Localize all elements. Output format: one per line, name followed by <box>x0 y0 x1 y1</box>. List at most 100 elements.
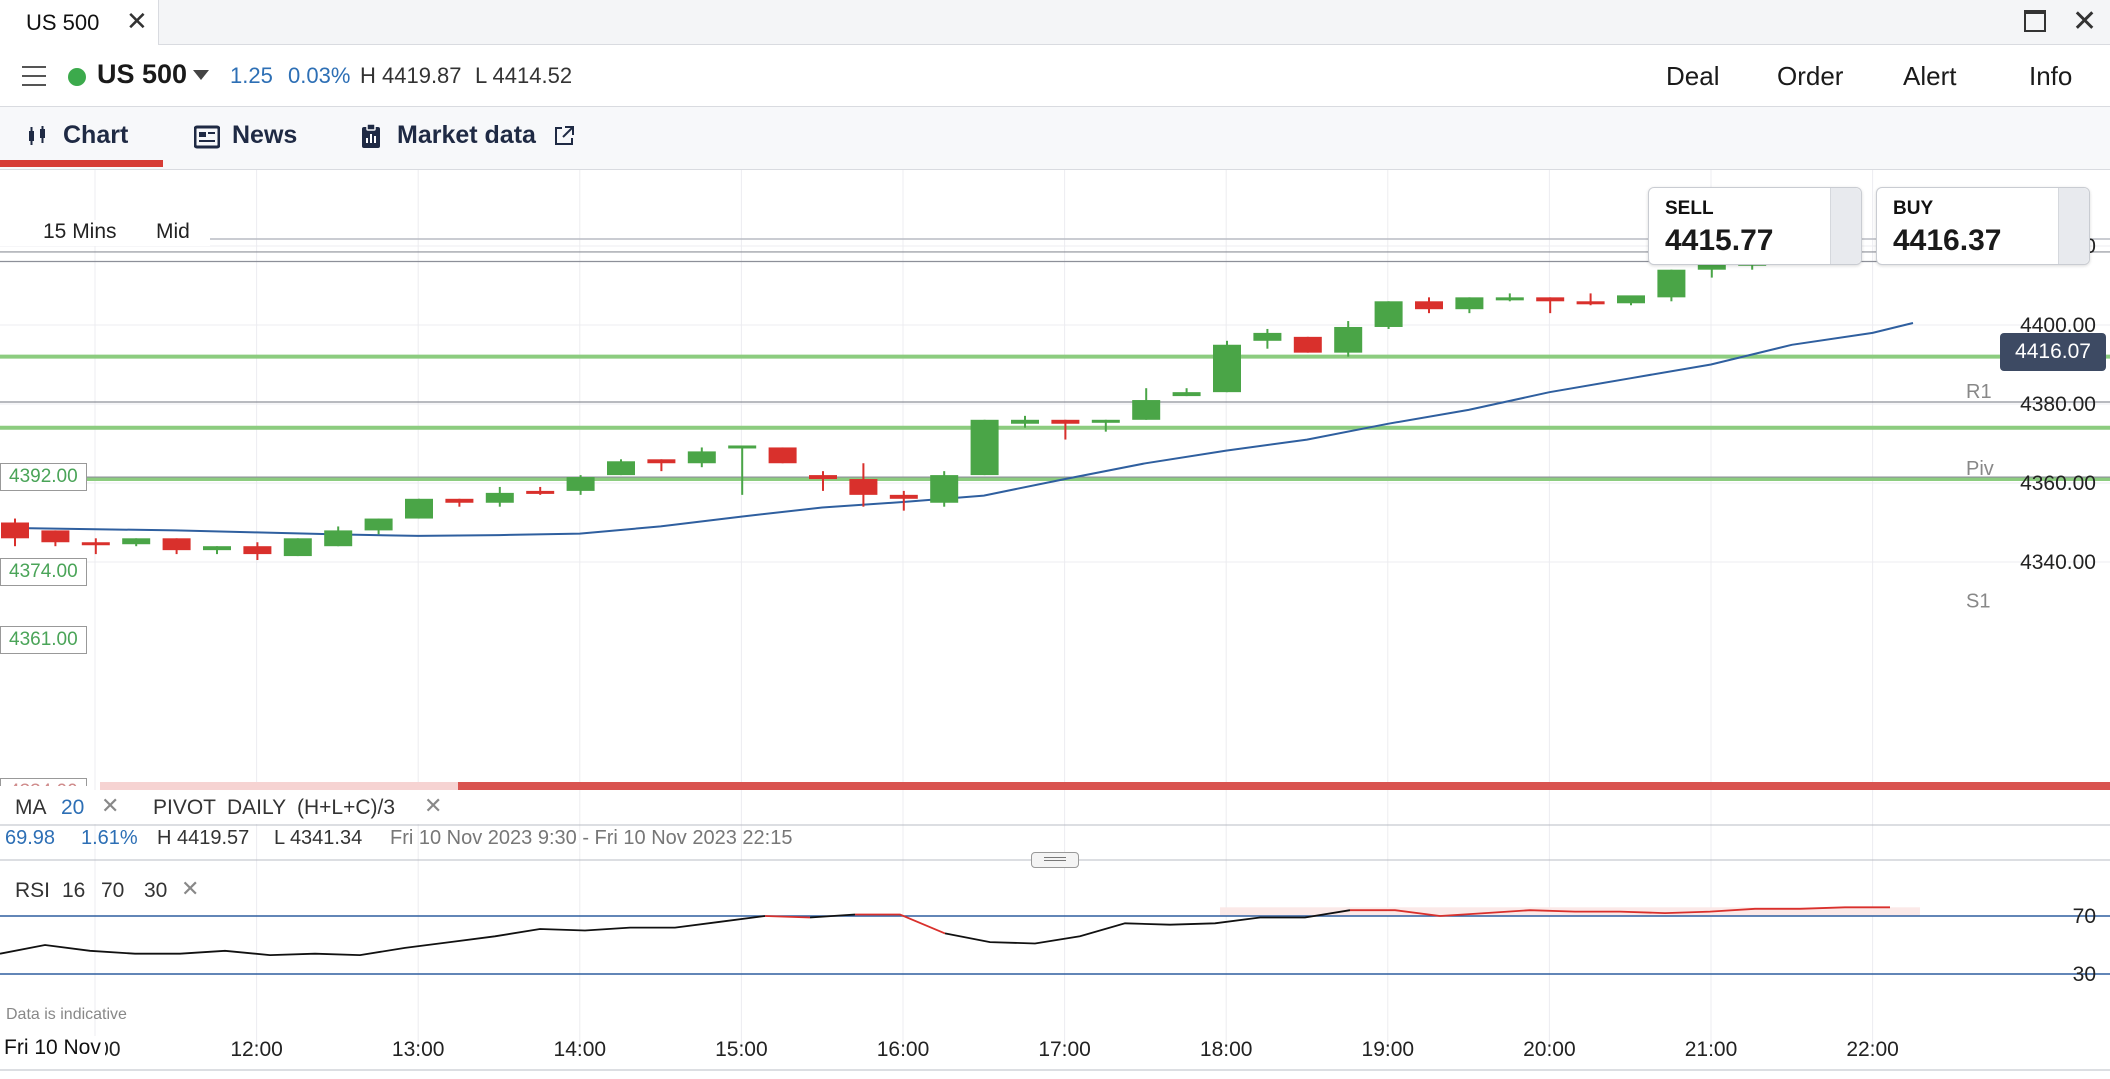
level-label-4334[interactable]: 4334.00 <box>0 778 87 786</box>
rsi-label[interactable]: RSI <box>15 879 51 902</box>
menu-icon[interactable] <box>22 66 46 93</box>
time-axis-label: 17:00 <box>1038 1038 1091 1061</box>
current-price-label: 4416.07 <box>2000 333 2106 371</box>
candle-down <box>526 490 555 494</box>
candle-down <box>1536 297 1565 302</box>
time-axis-label: 13:00 <box>392 1038 445 1061</box>
candle-down <box>647 459 676 464</box>
ma-period[interactable]: 20 <box>61 796 85 819</box>
time-axis-label: 19:00 <box>1362 1038 1415 1061</box>
alert-button[interactable]: Alert <box>1903 61 1957 91</box>
rsi-line <box>1350 906 1890 917</box>
candle-down <box>162 538 191 551</box>
time-axis-label: 21:00 <box>1685 1038 1738 1061</box>
buy-price: 4416.37 <box>1893 224 2002 257</box>
range-high: H 4419.57 <box>157 827 250 849</box>
level-label-4374[interactable]: 4374.00 <box>0 558 87 586</box>
market-dropdown-icon[interactable] <box>193 70 209 80</box>
buy-button[interactable]: BUY 4416.37 <box>1876 187 2090 265</box>
tab-chart[interactable]: Chart <box>63 121 129 149</box>
time-axis-label: 16:00 <box>877 1038 930 1061</box>
candle-up <box>1617 295 1645 304</box>
candle-up <box>283 538 312 557</box>
price-axis-label: 4340.00 <box>2020 551 2096 574</box>
range-dates: Fri 10 Nov 2023 9:30 - Fri 10 Nov 2023 2… <box>390 827 793 849</box>
candle-up <box>1011 419 1039 424</box>
time-axis-label: 18:00 <box>1200 1038 1253 1061</box>
candle-up <box>1132 400 1161 420</box>
level-label-4392[interactable]: 4392.00 <box>0 463 87 491</box>
level-label-4361[interactable]: 4361.00 <box>0 626 87 654</box>
range-pct: 1.61% <box>81 827 138 849</box>
rsi-oversold[interactable]: 30 <box>144 879 168 902</box>
candle-up <box>1374 301 1403 327</box>
rsi-axis-label: 70 <box>2073 905 2096 928</box>
rsi-overbought[interactable]: 70 <box>101 879 125 902</box>
pane-resize-handle[interactable] <box>1031 852 1079 868</box>
order-button[interactable]: Order <box>1777 61 1844 91</box>
candle-up <box>1697 261 1726 270</box>
candle-up <box>1213 344 1241 393</box>
candle-down <box>1051 419 1080 424</box>
ma-line <box>14 322 1914 537</box>
indicator-legend: MA 20 ✕ PIVOT DAILY (H+L+C)/3 ✕ <box>0 790 460 824</box>
lower-level-line <box>458 782 2110 790</box>
rsi-period[interactable]: 16 <box>62 879 86 902</box>
buy-strip <box>2058 188 2089 264</box>
candle-up <box>203 546 231 551</box>
price-chart[interactable]: 4420.004400.004380.004360.004340.0011:00… <box>0 170 2110 1074</box>
candle-up <box>1091 419 1120 423</box>
pivot-label[interactable]: PIVOT <box>153 796 217 819</box>
price-axis-label: 4360.00 <box>2020 472 2096 495</box>
rsi-line <box>764 915 811 919</box>
tab-news[interactable]: News <box>232 121 298 149</box>
candle-up <box>405 498 433 519</box>
interval-selector[interactable]: 15 Mins <box>43 220 117 243</box>
deal-button[interactable]: Deal <box>1666 61 1720 91</box>
range-abs: 69.98 <box>5 827 56 849</box>
candle-up <box>566 477 595 491</box>
market-status-dot <box>68 68 86 86</box>
tab-market-data[interactable]: Market data <box>397 121 536 149</box>
sell-button[interactable]: SELL 4415.77 <box>1648 187 1862 265</box>
active-tab-indicator <box>0 160 163 167</box>
price-type-selector[interactable]: Mid <box>156 220 190 243</box>
price-axis-label: 4400.00 <box>2020 314 2096 337</box>
range-info: 69.98 1.61% H 4419.57 L 4341.34 Fri 10 N… <box>0 827 810 853</box>
price-axis-label: 4380.00 <box>2020 393 2096 416</box>
market-name[interactable]: US 500 <box>97 59 188 89</box>
candle-up <box>607 461 635 476</box>
rsi-legend: RSI 16 70 30 ✕ <box>0 876 210 906</box>
candle-up <box>122 538 151 545</box>
maximize-icon[interactable] <box>2024 10 2046 32</box>
price-change: 1.25 <box>230 63 273 88</box>
candle-up <box>728 445 757 449</box>
range-low: L 4341.34 <box>274 827 363 849</box>
price-change-percent: 0.03% <box>288 63 351 88</box>
remove-pivot-icon[interactable]: ✕ <box>424 793 443 818</box>
window-tab-title: US 500 <box>26 10 100 35</box>
ma-label[interactable]: MA <box>15 796 47 819</box>
pivot-label: R1 <box>1966 381 1992 403</box>
time-axis-label: 20:00 <box>1523 1038 1576 1061</box>
pivot-period[interactable]: DAILY <box>227 796 287 819</box>
interval-toolbar: 15 Mins Mid <box>0 220 210 246</box>
pivot-formula[interactable]: (H+L+C)/3 <box>297 796 396 819</box>
level-label-4334-clip: 4334.00 <box>0 772 96 786</box>
window-tab[interactable]: US 500 ✕ <box>0 0 159 45</box>
candle-up <box>930 475 959 503</box>
news-icon <box>193 125 221 154</box>
remove-rsi-icon[interactable]: ✕ <box>181 876 200 901</box>
candle-up <box>1455 297 1484 310</box>
chart-area[interactable]: 4420.004400.004380.004360.004340.0011:00… <box>0 170 2110 1074</box>
candle-up <box>1657 269 1686 298</box>
candle-up <box>324 530 353 547</box>
info-button[interactable]: Info <box>2029 61 2073 91</box>
close-tab-icon[interactable]: ✕ <box>126 6 148 36</box>
buy-label: BUY <box>1893 198 1934 219</box>
close-window-icon[interactable]: ✕ <box>2072 5 2098 38</box>
candle-up <box>1334 326 1363 353</box>
day-high: H 4419.87 <box>360 63 462 88</box>
date-label: Fri 10 Nov <box>4 1036 105 1060</box>
remove-ma-icon[interactable]: ✕ <box>101 793 120 818</box>
